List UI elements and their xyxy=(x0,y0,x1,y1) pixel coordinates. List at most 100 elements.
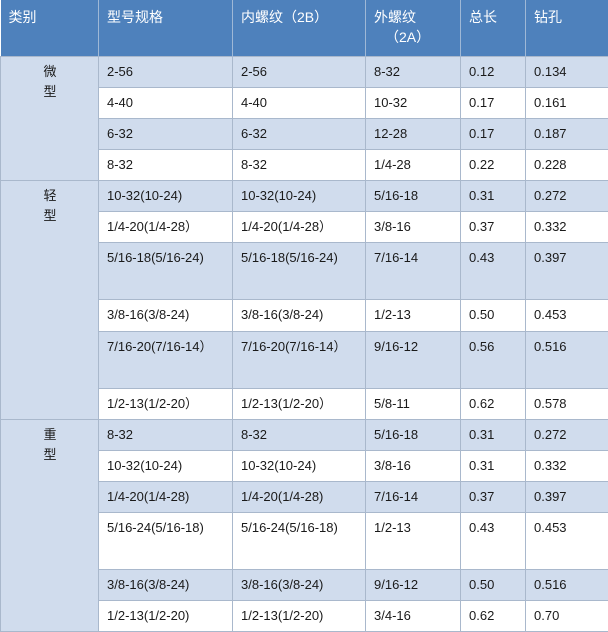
cell-drill-hole: 0.161 xyxy=(526,87,608,118)
cell-drill-hole: 0.272 xyxy=(526,181,608,212)
column-header-internal-thread: 内螺纹（2B） xyxy=(233,0,366,56)
cell-drill-hole: 0.516 xyxy=(526,331,608,388)
cell-model-spec: 3/8-16(3/8-24) xyxy=(99,570,233,601)
category-label: 微型 xyxy=(42,62,58,102)
cell-total-length: 0.17 xyxy=(461,87,526,118)
cell-total-length: 0.31 xyxy=(461,450,526,481)
cell-external-thread: 9/16-12 xyxy=(366,570,461,601)
cell-external-thread: 9/16-12 xyxy=(366,331,461,388)
cell-external-thread: 1/4-28 xyxy=(366,150,461,181)
cell-external-thread: 7/16-14 xyxy=(366,243,461,300)
category-label: 轻型 xyxy=(42,186,58,226)
cell-model-spec: 1/4-20(1/4-28) xyxy=(99,482,233,513)
cell-model-spec: 1/2-13(1/2-20) xyxy=(99,601,233,632)
cell-total-length: 0.31 xyxy=(461,419,526,450)
column-header-external-thread-label: 外螺纹 xyxy=(374,9,416,25)
cell-total-length: 0.12 xyxy=(461,56,526,87)
column-header-model-spec-label: 型号规格 xyxy=(107,9,163,25)
cell-total-length: 0.43 xyxy=(461,243,526,300)
cell-total-length: 0.37 xyxy=(461,482,526,513)
cell-model-spec: 4-40 xyxy=(99,87,233,118)
cell-drill-hole: 0.228 xyxy=(526,150,608,181)
cell-internal-thread: 5/16-24(5/16-18) xyxy=(233,513,366,570)
cell-drill-hole: 0.453 xyxy=(526,513,608,570)
cell-internal-thread: 8-32 xyxy=(233,419,366,450)
cell-drill-hole: 0.453 xyxy=(526,300,608,331)
cell-internal-thread: 10-32(10-24) xyxy=(233,450,366,481)
cell-drill-hole: 0.397 xyxy=(526,243,608,300)
cell-model-spec: 7/16-20(7/16-14） xyxy=(99,331,233,388)
cell-drill-hole: 0.272 xyxy=(526,419,608,450)
cell-internal-thread: 1/2-13(1/2-20) xyxy=(233,601,366,632)
column-header-model-spec: 型号规格 xyxy=(99,0,233,56)
cell-total-length: 0.17 xyxy=(461,118,526,149)
cell-total-length: 0.22 xyxy=(461,150,526,181)
cell-total-length: 0.31 xyxy=(461,181,526,212)
cell-model-spec: 3/8-16(3/8-24) xyxy=(99,300,233,331)
column-header-total-length: 总长 xyxy=(461,0,526,56)
cell-external-thread: 3/4-16 xyxy=(366,601,461,632)
cell-external-thread: 5/16-18 xyxy=(366,181,461,212)
category-cell: 重型 xyxy=(1,419,99,632)
cell-external-thread: 5/8-11 xyxy=(366,388,461,419)
cell-external-thread: 5/16-18 xyxy=(366,419,461,450)
cell-total-length: 0.62 xyxy=(461,601,526,632)
column-header-internal-thread-label: 内螺纹（2B） xyxy=(241,9,328,25)
cell-model-spec: 6-32 xyxy=(99,118,233,149)
cell-external-thread: 1/2-13 xyxy=(366,513,461,570)
cell-internal-thread: 1/2-13(1/2-20） xyxy=(233,388,366,419)
category-cell: 轻型 xyxy=(1,181,99,420)
cell-model-spec: 5/16-24(5/16-18) xyxy=(99,513,233,570)
cell-drill-hole: 0.134 xyxy=(526,56,608,87)
cell-model-spec: 8-32 xyxy=(99,150,233,181)
cell-external-thread: 1/2-13 xyxy=(366,300,461,331)
column-header-drill-hole-label: 钻孔 xyxy=(534,9,562,25)
cell-external-thread: 3/8-16 xyxy=(366,450,461,481)
cell-model-spec: 8-32 xyxy=(99,419,233,450)
cell-model-spec: 1/4-20(1/4-28） xyxy=(99,212,233,243)
column-header-category-label: 类别 xyxy=(9,9,37,25)
cell-internal-thread: 8-32 xyxy=(233,150,366,181)
category-cell: 微型 xyxy=(1,56,99,181)
cell-internal-thread: 2-56 xyxy=(233,56,366,87)
cell-internal-thread: 6-32 xyxy=(233,118,366,149)
cell-total-length: 0.56 xyxy=(461,331,526,388)
cell-drill-hole: 0.332 xyxy=(526,450,608,481)
cell-external-thread: 3/8-16 xyxy=(366,212,461,243)
cell-drill-hole: 0.397 xyxy=(526,482,608,513)
cell-total-length: 0.62 xyxy=(461,388,526,419)
column-header-external-thread: 外螺纹 （2A） xyxy=(366,0,461,56)
cell-external-thread: 8-32 xyxy=(366,56,461,87)
cell-drill-hole: 0.516 xyxy=(526,570,608,601)
cell-external-thread: 12-28 xyxy=(366,118,461,149)
table-header: 类别 型号规格 内螺纹（2B） 外螺纹 （2A） 总长 钻孔 xyxy=(1,0,608,56)
cell-drill-hole: 0.332 xyxy=(526,212,608,243)
column-header-category: 类别 xyxy=(1,0,99,56)
cell-external-thread: 10-32 xyxy=(366,87,461,118)
table-header-row: 类别 型号规格 内螺纹（2B） 外螺纹 （2A） 总长 钻孔 xyxy=(1,0,608,56)
cell-external-thread: 7/16-14 xyxy=(366,482,461,513)
cell-model-spec: 10-32(10-24) xyxy=(99,181,233,212)
column-header-total-length-label: 总长 xyxy=(469,9,497,25)
cell-total-length: 0.50 xyxy=(461,300,526,331)
cell-drill-hole: 0.578 xyxy=(526,388,608,419)
cell-model-spec: 10-32(10-24) xyxy=(99,450,233,481)
cell-model-spec: 5/16-18(5/16-24) xyxy=(99,243,233,300)
column-header-external-thread-sublabel: （2A） xyxy=(374,27,452,47)
cell-internal-thread: 4-40 xyxy=(233,87,366,118)
cell-drill-hole: 0.70 xyxy=(526,601,608,632)
cell-internal-thread: 7/16-20(7/16-14） xyxy=(233,331,366,388)
cell-model-spec: 2-56 xyxy=(99,56,233,87)
cell-internal-thread: 3/8-16(3/8-24) xyxy=(233,570,366,601)
cell-internal-thread: 1/4-20(1/4-28） xyxy=(233,212,366,243)
category-label: 重型 xyxy=(42,425,58,465)
cell-model-spec: 1/2-13(1/2-20） xyxy=(99,388,233,419)
cell-internal-thread: 10-32(10-24) xyxy=(233,181,366,212)
cell-internal-thread: 3/8-16(3/8-24) xyxy=(233,300,366,331)
cell-total-length: 0.37 xyxy=(461,212,526,243)
